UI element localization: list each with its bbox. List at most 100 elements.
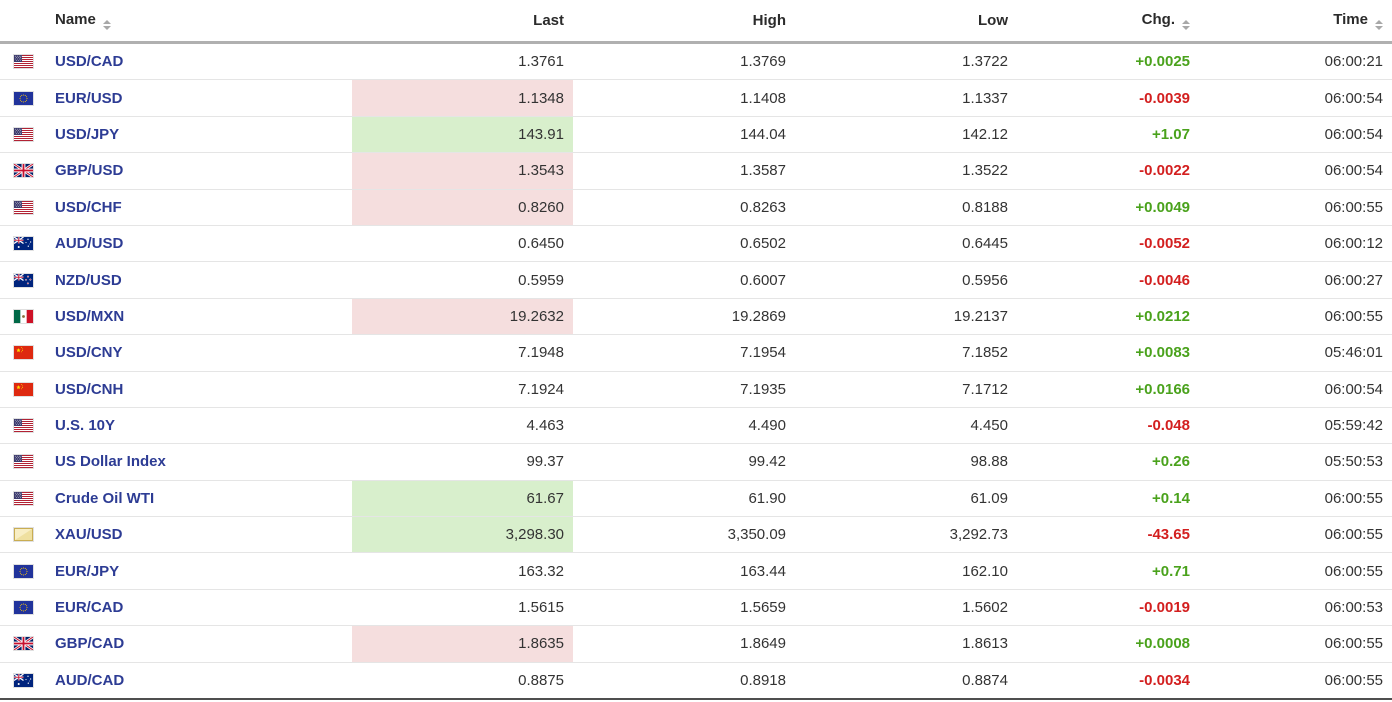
column-header-low: Low xyxy=(795,0,1017,44)
last-cell: 0.8875 xyxy=(352,661,573,700)
table-row[interactable]: Crude Oil WTI 61.67 61.90 61.09 +0.14 06… xyxy=(0,479,1392,517)
table-row[interactable]: USD/MXN 19.2632 19.2869 19.2137 +0.0212 … xyxy=(0,297,1392,335)
time-cell: 05:50:53 xyxy=(1199,443,1392,481)
name-cell: USD/CNY xyxy=(0,334,352,372)
instrument-link[interactable]: USD/CNH xyxy=(55,380,124,398)
table-row[interactable]: GBP/CAD 1.8635 1.8649 1.8613 +0.0008 06:… xyxy=(0,625,1392,663)
table-row[interactable]: AUD/USD 0.6450 0.6502 0.6445 -0.0052 06:… xyxy=(0,224,1392,262)
table-row[interactable]: USD/CNY 7.1948 7.1954 7.1852 +0.0083 05:… xyxy=(0,334,1392,372)
low-cell: 142.12 xyxy=(795,115,1017,153)
table-row[interactable]: USD/CNH 7.1924 7.1935 7.1712 +0.0166 06:… xyxy=(0,370,1392,408)
table-row[interactable]: USD/JPY 143.91 144.04 142.12 +1.07 06:00… xyxy=(0,115,1392,153)
low-cell: 61.09 xyxy=(795,479,1017,517)
high-cell: 19.2869 xyxy=(573,297,795,335)
column-header-time[interactable]: Time xyxy=(1199,0,1392,44)
table-row[interactable]: XAU/USD 3,298.30 3,350.09 3,292.73 -43.6… xyxy=(0,516,1392,553)
change-cell: -0.048 xyxy=(1017,406,1199,444)
instrument-link[interactable]: EUR/JPY xyxy=(55,562,120,580)
name-cell: XAU/USD xyxy=(0,516,352,553)
table-row[interactable]: US Dollar Index 99.37 99.42 98.88 +0.26 … xyxy=(0,443,1392,481)
column-header-name[interactable]: Name xyxy=(0,0,352,44)
last-cell: 19.2632 xyxy=(352,297,573,335)
instrument-link[interactable]: NZD/USD xyxy=(55,271,122,289)
name-cell: NZD/USD xyxy=(0,261,352,299)
high-cell: 1.5659 xyxy=(573,588,795,626)
instrument-link[interactable]: USD/MXN xyxy=(55,307,125,325)
time-cell: 06:00:55 xyxy=(1199,661,1392,700)
column-header-high: High xyxy=(573,0,795,44)
time-cell: 06:00:55 xyxy=(1199,516,1392,553)
column-header-chg[interactable]: Chg. xyxy=(1017,0,1199,44)
instrument-link[interactable]: GBP/CAD xyxy=(55,635,125,653)
table-row[interactable]: USD/CAD 1.3761 1.3769 1.3722 +0.0025 06:… xyxy=(0,43,1392,80)
last-cell: 7.1948 xyxy=(352,334,573,372)
nz-flag-icon xyxy=(14,273,33,287)
high-cell: 3,350.09 xyxy=(573,516,795,553)
instrument-link[interactable]: USD/JPY xyxy=(55,125,120,143)
table-row[interactable]: EUR/JPY 163.32 163.44 162.10 +0.71 06:00… xyxy=(0,552,1392,590)
table-row[interactable]: USD/CHF 0.8260 0.8263 0.8188 +0.0049 06:… xyxy=(0,188,1392,226)
high-cell: 7.1954 xyxy=(573,334,795,372)
change-cell: +0.26 xyxy=(1017,443,1199,481)
name-cell: GBP/CAD xyxy=(0,625,352,663)
change-cell: +0.0025 xyxy=(1135,53,1190,71)
last-cell: 0.6450 xyxy=(352,224,573,262)
name-cell: U.S. 10Y xyxy=(0,406,352,444)
table-row[interactable]: AUD/CAD 0.8875 0.8918 0.8874 -0.0034 06:… xyxy=(0,661,1392,700)
au-flag-icon xyxy=(14,673,33,687)
low-cell: 4.450 xyxy=(795,406,1017,444)
change-cell: +0.71 xyxy=(1017,552,1199,590)
name-cell: AUD/CAD xyxy=(0,661,352,700)
time-cell: 06:00:55 xyxy=(1199,552,1392,590)
low-cell: 98.88 xyxy=(795,443,1017,481)
instrument-link[interactable]: USD/CHF xyxy=(55,198,122,216)
low-cell: 0.8874 xyxy=(795,661,1017,700)
instrument-link[interactable]: EUR/USD xyxy=(55,89,123,107)
high-cell: 1.8649 xyxy=(573,625,795,663)
low-cell: 1.5602 xyxy=(795,588,1017,626)
time-cell: 06:00:21 xyxy=(1324,53,1383,71)
instrument-link[interactable]: AUD/CAD xyxy=(55,671,125,689)
instrument-link[interactable]: U.S. 10Y xyxy=(55,417,116,435)
us-flag-icon xyxy=(14,419,33,433)
low-cell: 1.3722 xyxy=(962,53,1008,71)
us-flag-icon xyxy=(14,491,33,505)
instrument-link[interactable]: AUD/USD xyxy=(55,235,124,253)
table-row[interactable]: GBP/USD 1.3543 1.3587 1.3522 -0.0022 06:… xyxy=(0,152,1392,190)
high-cell: 1.1408 xyxy=(573,79,795,117)
change-cell: +0.0008 xyxy=(1017,625,1199,663)
instrument-link[interactable]: Crude Oil WTI xyxy=(55,489,155,507)
instrument-link[interactable]: GBP/USD xyxy=(55,162,124,180)
time-cell: 06:00:12 xyxy=(1199,224,1392,262)
last-cell: 1.3543 xyxy=(352,152,573,190)
time-cell: 05:46:01 xyxy=(1199,334,1392,372)
change-cell: -0.0052 xyxy=(1017,224,1199,262)
table-row[interactable]: NZD/USD 0.5959 0.6007 0.5956 -0.0046 06:… xyxy=(0,261,1392,299)
table-row[interactable]: EUR/CAD 1.5615 1.5659 1.5602 -0.0019 06:… xyxy=(0,588,1392,626)
change-cell: -0.0039 xyxy=(1017,79,1199,117)
table-row[interactable]: U.S. 10Y 4.463 4.490 4.450 -0.048 05:59:… xyxy=(0,406,1392,444)
instrument-link[interactable]: US Dollar Index xyxy=(55,453,166,471)
time-cell: 06:00:27 xyxy=(1199,261,1392,299)
us-flag-icon xyxy=(14,455,33,469)
change-cell: -0.0019 xyxy=(1017,588,1199,626)
table-row[interactable]: EUR/USD 1.1348 1.1408 1.1337 -0.0039 06:… xyxy=(0,79,1392,117)
instrument-link[interactable]: USD/CAD xyxy=(55,53,124,71)
au-flag-icon xyxy=(14,237,33,251)
high-cell: 61.90 xyxy=(573,479,795,517)
last-cell: 0.8260 xyxy=(352,188,573,226)
change-cell: +1.07 xyxy=(1017,115,1199,153)
instrument-link[interactable]: USD/CNY xyxy=(55,344,123,362)
name-cell: USD/CNH xyxy=(0,370,352,408)
low-cell: 3,292.73 xyxy=(795,516,1017,553)
name-cell: AUD/USD xyxy=(0,224,352,262)
sort-icon xyxy=(1375,20,1383,30)
change-cell: +0.0049 xyxy=(1017,188,1199,226)
change-cell: +0.0166 xyxy=(1017,370,1199,408)
name-cell: GBP/USD xyxy=(0,152,352,190)
instrument-link[interactable]: EUR/CAD xyxy=(55,599,124,617)
instrument-link[interactable]: XAU/USD xyxy=(55,526,123,544)
change-cell: +0.0083 xyxy=(1017,334,1199,372)
high-cell: 7.1935 xyxy=(573,370,795,408)
last-cell: 99.37 xyxy=(352,443,573,481)
